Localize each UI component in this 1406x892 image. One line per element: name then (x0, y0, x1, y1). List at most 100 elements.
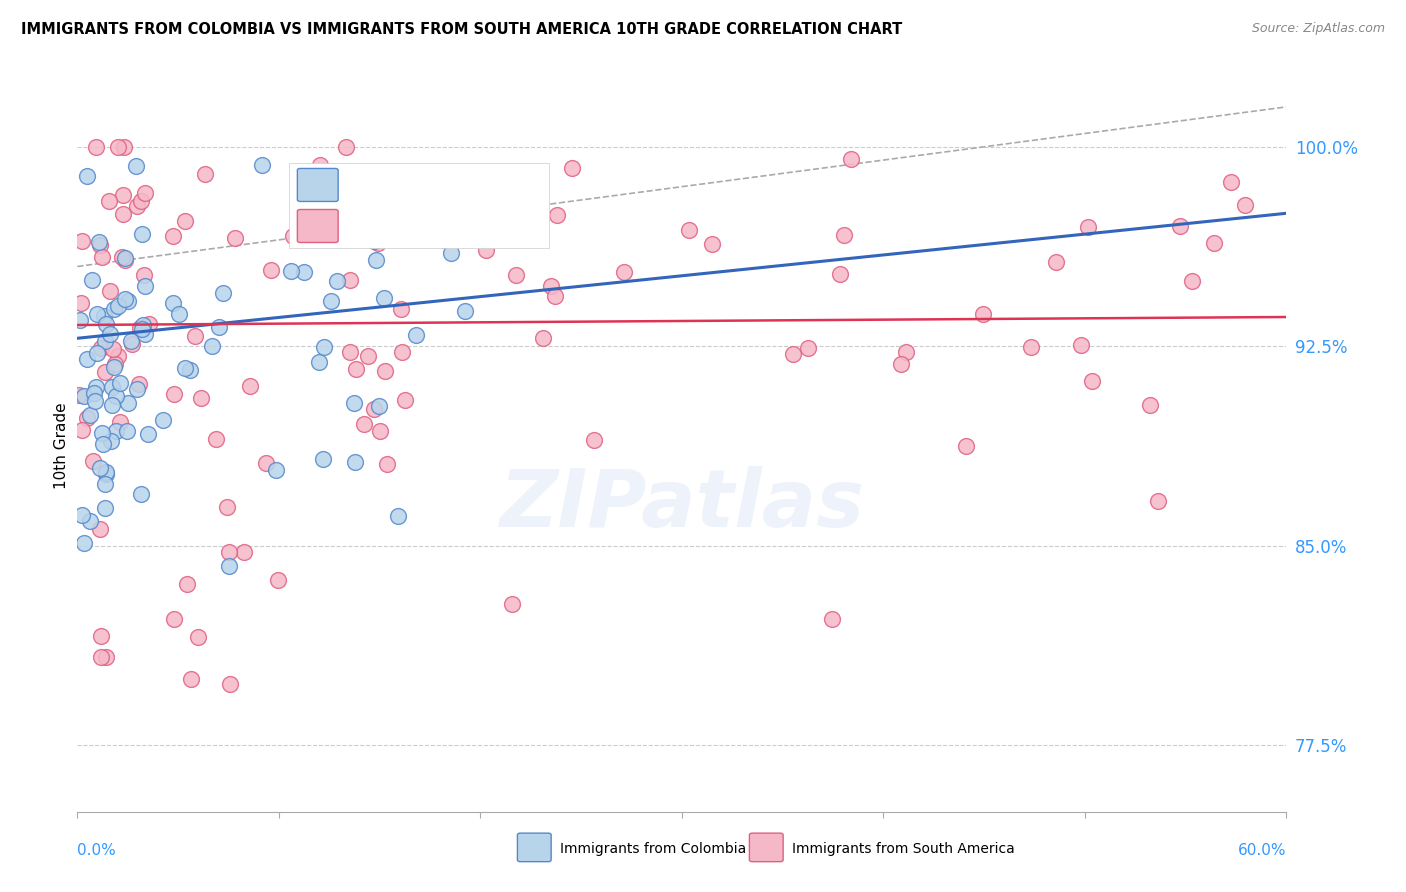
Point (100, 398, 122, 412)
Text: 0.0%: 0.0% (77, 843, 117, 858)
Point (254, 457, 277, 471)
Point (76, 410, 98, 425)
Point (93, 366, 115, 380)
Point (70, 295, 93, 310)
Point (103, 359, 125, 374)
Point (174, 213, 197, 227)
Point (112, 140, 135, 154)
Point (131, 322, 153, 336)
Point (89, 461, 111, 475)
Point (252, 158, 274, 172)
Point (163, 612, 186, 626)
Point (344, 455, 367, 469)
Point (134, 279, 156, 293)
Point (110, 415, 132, 429)
Point (1070, 337, 1092, 351)
Point (103, 301, 125, 316)
Y-axis label: 10th Grade: 10th Grade (53, 402, 69, 490)
Text: IMMIGRANTS FROM COLOMBIA VS IMMIGRANTS FROM SOUTH AMERICA 10TH GRADE CORRELATION: IMMIGRANTS FROM COLOMBIA VS IMMIGRANTS F… (21, 22, 903, 37)
Point (128, 376, 150, 391)
Text: R = 0.014   N = 107: R = 0.014 N = 107 (347, 217, 537, 235)
Point (374, 364, 396, 378)
Point (108, 376, 131, 390)
Point (80, 273, 103, 287)
Point (454, 304, 477, 318)
Point (184, 328, 207, 343)
Point (363, 234, 385, 248)
Point (239, 379, 262, 393)
Point (312, 452, 335, 467)
Point (375, 457, 398, 471)
Point (79, 408, 101, 422)
Point (94, 477, 117, 491)
Point (357, 349, 380, 363)
Point (368, 399, 391, 413)
Text: ZIPatlas: ZIPatlas (499, 466, 865, 543)
Point (115, 424, 138, 438)
Point (343, 395, 366, 409)
Point (321, 293, 343, 308)
Point (179, 363, 201, 377)
Point (174, 360, 197, 375)
Point (132, 318, 155, 333)
Point (69, 313, 91, 327)
Point (93, 310, 115, 324)
Point (678, 222, 700, 236)
Point (292, 265, 315, 279)
Point (394, 392, 416, 407)
Point (121, 336, 143, 351)
Point (70, 423, 93, 437)
Point (163, 387, 186, 401)
Point (120, 334, 142, 348)
Point (91, 250, 114, 264)
Point (260, 262, 283, 277)
Point (83, 393, 105, 408)
Point (104, 389, 127, 403)
Point (94, 500, 117, 515)
Point (218, 677, 240, 691)
Point (218, 558, 240, 573)
Point (79, 514, 101, 528)
Point (329, 201, 352, 215)
Point (111, 207, 134, 221)
Point (127, 382, 149, 396)
Point (896, 344, 918, 359)
Point (890, 357, 912, 371)
Point (782, 347, 804, 361)
Point (1077, 220, 1099, 235)
Point (89, 237, 111, 252)
Point (308, 158, 330, 172)
Point (333, 172, 356, 186)
Point (162, 295, 184, 310)
Point (180, 672, 202, 686)
Point (700, 237, 723, 252)
Point (86, 346, 108, 360)
Point (204, 432, 226, 446)
Point (233, 544, 256, 558)
Point (267, 573, 290, 587)
Point (955, 439, 977, 453)
Point (114, 252, 136, 267)
Point (1168, 219, 1191, 234)
Point (94, 649, 117, 664)
Point (283, 229, 305, 244)
Point (132, 268, 155, 282)
Point (104, 357, 127, 371)
Point (224, 230, 246, 244)
Point (124, 159, 146, 173)
Point (972, 307, 994, 321)
Point (339, 345, 361, 359)
Point (391, 345, 413, 359)
Point (544, 289, 567, 303)
Point (308, 355, 330, 369)
Point (76, 169, 98, 184)
Point (190, 392, 212, 406)
Point (117, 396, 139, 410)
Point (433, 233, 456, 247)
Point (89, 522, 111, 536)
Point (100, 434, 122, 448)
Point (131, 486, 153, 500)
Point (167, 307, 190, 321)
Point (373, 291, 395, 305)
Point (208, 320, 231, 334)
